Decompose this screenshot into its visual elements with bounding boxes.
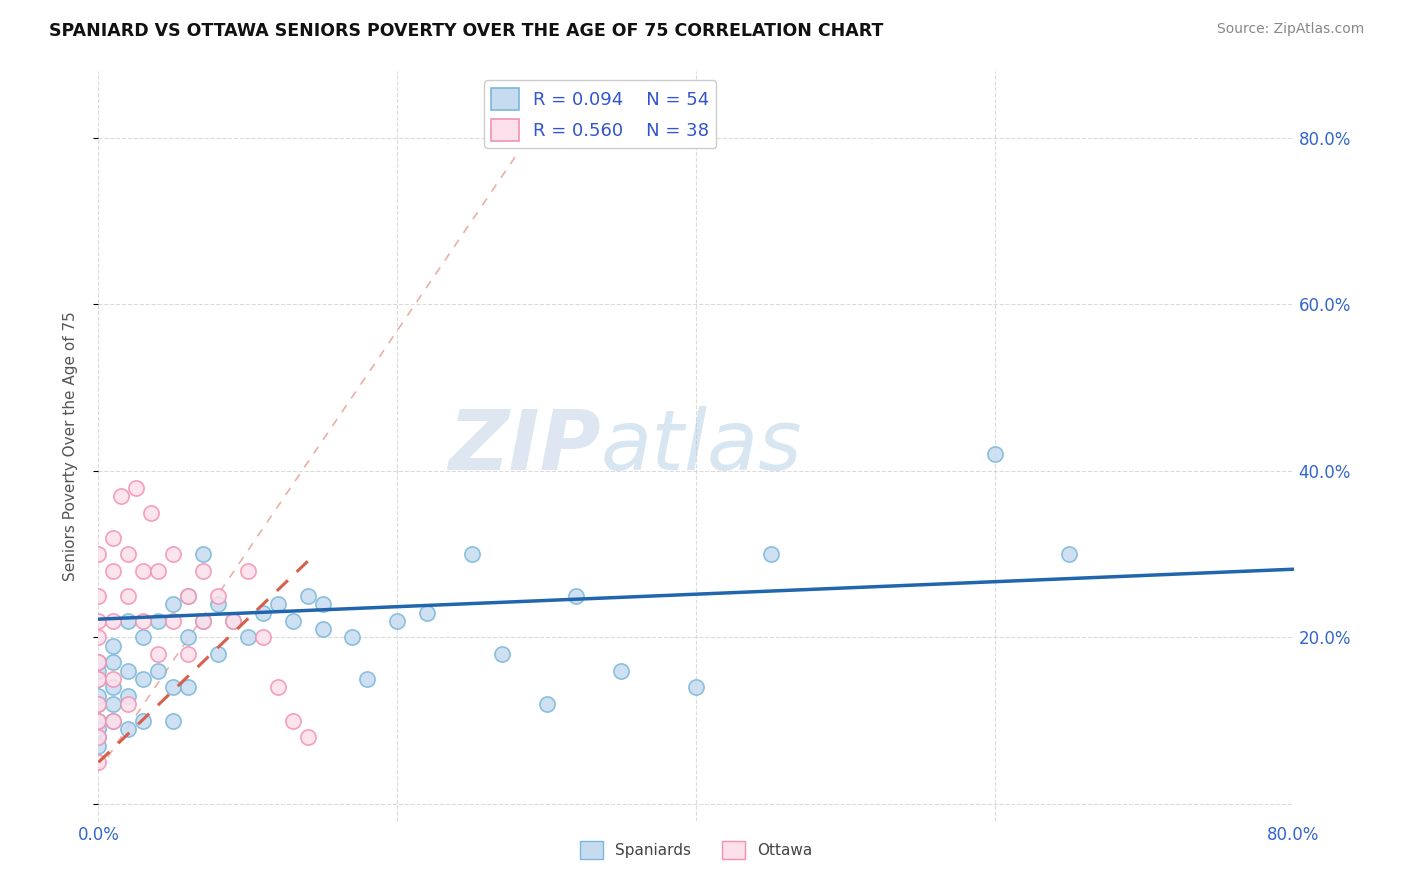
Point xyxy=(117,722,139,736)
Point xyxy=(87,697,110,711)
Point xyxy=(103,714,125,728)
Point xyxy=(87,714,110,728)
Point xyxy=(148,664,170,678)
Point xyxy=(177,647,200,661)
Point xyxy=(491,647,513,661)
Point xyxy=(191,564,214,578)
Point xyxy=(103,681,125,695)
Point xyxy=(252,606,274,620)
Point xyxy=(191,614,214,628)
Point xyxy=(342,631,364,645)
Point xyxy=(207,589,229,603)
Point xyxy=(103,672,125,686)
Point xyxy=(267,681,290,695)
Point xyxy=(236,631,259,645)
Point xyxy=(117,689,139,703)
Point xyxy=(177,589,200,603)
Point xyxy=(297,589,319,603)
Point xyxy=(87,672,110,686)
Point xyxy=(356,672,378,686)
Y-axis label: Seniors Poverty Over the Age of 75: Seniors Poverty Over the Age of 75 xyxy=(63,311,77,581)
Point xyxy=(117,614,139,628)
Point xyxy=(759,547,782,561)
Point xyxy=(685,681,707,695)
Point xyxy=(139,506,162,520)
Point xyxy=(87,656,110,670)
Point xyxy=(87,664,110,678)
Point xyxy=(87,589,110,603)
Text: Source: ZipAtlas.com: Source: ZipAtlas.com xyxy=(1216,22,1364,37)
Point xyxy=(311,597,333,611)
Point xyxy=(132,614,155,628)
Point xyxy=(103,639,125,653)
Point xyxy=(162,614,184,628)
Point xyxy=(162,597,184,611)
Point xyxy=(87,656,110,670)
Point xyxy=(103,714,125,728)
Point xyxy=(132,564,155,578)
Point xyxy=(536,697,558,711)
Point xyxy=(191,614,214,628)
Point xyxy=(125,481,148,495)
Point xyxy=(162,681,184,695)
Point xyxy=(87,731,110,745)
Point xyxy=(207,597,229,611)
Point xyxy=(103,697,125,711)
Point xyxy=(103,614,125,628)
Point xyxy=(416,606,439,620)
Text: ZIP: ZIP xyxy=(447,406,600,486)
Point xyxy=(385,614,409,628)
Point xyxy=(87,739,110,753)
Point xyxy=(311,622,333,636)
Point xyxy=(177,681,200,695)
Point xyxy=(222,614,245,628)
Point xyxy=(110,489,132,503)
Point xyxy=(87,731,110,745)
Point xyxy=(236,564,259,578)
Point xyxy=(132,714,155,728)
Point xyxy=(148,647,170,661)
Point xyxy=(191,547,214,561)
Point xyxy=(117,589,139,603)
Point xyxy=(222,614,245,628)
Point xyxy=(103,531,125,545)
Text: SPANIARD VS OTTAWA SENIORS POVERTY OVER THE AGE OF 75 CORRELATION CHART: SPANIARD VS OTTAWA SENIORS POVERTY OVER … xyxy=(49,22,883,40)
Point xyxy=(87,722,110,736)
Point xyxy=(281,714,304,728)
Point xyxy=(87,547,110,561)
Point xyxy=(87,714,110,728)
Point xyxy=(177,631,200,645)
Point xyxy=(252,631,274,645)
Point xyxy=(103,564,125,578)
Point xyxy=(132,631,155,645)
Point xyxy=(207,647,229,661)
Point xyxy=(132,672,155,686)
Point xyxy=(87,672,110,686)
Point xyxy=(297,731,319,745)
Point xyxy=(87,631,110,645)
Point xyxy=(162,714,184,728)
Text: atlas: atlas xyxy=(600,406,801,486)
Point xyxy=(565,589,588,603)
Point xyxy=(117,547,139,561)
Point xyxy=(461,547,484,561)
Point xyxy=(281,614,304,628)
Point xyxy=(117,664,139,678)
Point xyxy=(87,689,110,703)
Point xyxy=(87,697,110,711)
Point xyxy=(103,656,125,670)
Point xyxy=(87,756,110,770)
Point xyxy=(162,547,184,561)
Point xyxy=(148,614,170,628)
Legend: Spaniards, Ottawa: Spaniards, Ottawa xyxy=(574,835,818,865)
Point xyxy=(1059,547,1081,561)
Point xyxy=(87,614,110,628)
Point xyxy=(177,589,200,603)
Point xyxy=(610,664,633,678)
Point xyxy=(117,697,139,711)
Point xyxy=(267,597,290,611)
Point xyxy=(148,564,170,578)
Point xyxy=(984,447,1007,461)
